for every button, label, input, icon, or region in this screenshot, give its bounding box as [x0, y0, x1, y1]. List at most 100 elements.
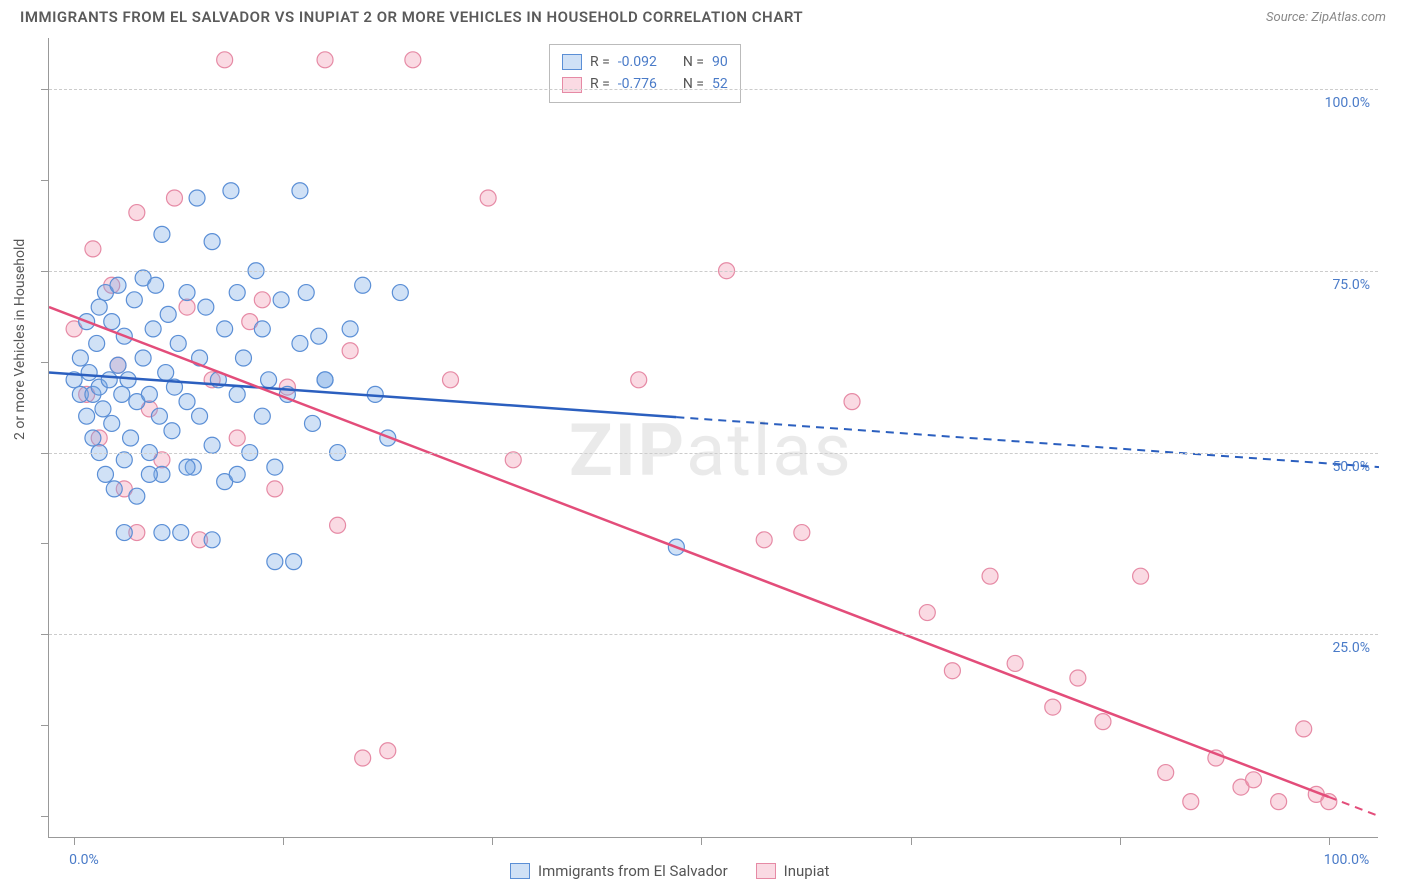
inupiat-point: [982, 568, 998, 584]
inupiat-point: [129, 205, 145, 221]
inupiat-point: [1158, 765, 1174, 781]
inupiat-point: [267, 481, 283, 497]
x-axis-label: 0.0%: [69, 852, 99, 868]
plot-area: ZIPatlas R =-0.092N =90R =-0.776N =52 25…: [48, 38, 1378, 838]
el_salvador-point: [101, 372, 117, 388]
el_salvador-point: [355, 277, 371, 293]
el_salvador-point: [223, 183, 239, 199]
el_salvador-point: [91, 299, 107, 315]
el_salvador-point: [85, 386, 101, 402]
inupiat-point: [192, 532, 208, 548]
el_salvador-point: [217, 474, 233, 490]
inupiat-point: [1233, 779, 1249, 795]
source-label: Source: ZipAtlas.com: [1266, 10, 1386, 25]
el_salvador-point: [311, 328, 327, 344]
el_salvador-point: [97, 285, 113, 301]
inupiat-point: [1321, 794, 1337, 810]
el_salvador-point: [173, 525, 189, 541]
el_salvador-point: [89, 335, 105, 351]
el_salvador-point: [380, 430, 396, 446]
el_salvador-point: [97, 466, 113, 482]
el_salvador-point: [145, 321, 161, 337]
el_salvador-point: [198, 299, 214, 315]
el_salvador-point: [229, 285, 245, 301]
inupiat-point: [79, 386, 95, 402]
y-axis-label: 25.0%: [1332, 640, 1370, 656]
el_salvador-point: [267, 554, 283, 570]
watermark: ZIPatlas: [569, 408, 853, 493]
plot-container: ZIPatlas R =-0.092N =90R =-0.776N =52 25…: [48, 38, 1378, 838]
el_salvador-point: [141, 386, 157, 402]
inupiat-point: [85, 241, 101, 257]
y-axis-label: 50.0%: [1332, 459, 1370, 475]
n-value: 90: [712, 51, 728, 73]
chart-svg: [49, 38, 1379, 838]
el_salvador-point: [668, 539, 684, 555]
el_salvador-point: [104, 314, 120, 330]
r-label: R =: [590, 51, 610, 73]
inupiat-point: [380, 743, 396, 759]
inupiat-point: [505, 452, 521, 468]
el_salvador-swatch: [562, 54, 582, 70]
el_salvador-point: [110, 277, 126, 293]
el_salvador-point: [79, 408, 95, 424]
inupiat-point: [631, 372, 647, 388]
el_salvador-point: [126, 292, 142, 308]
inupiat-point: [342, 343, 358, 359]
y-axis-title: 2 or more Vehicles in Household: [12, 239, 28, 440]
inupiat-point: [279, 379, 295, 395]
inupiat-regression-extrapolation: [1329, 797, 1379, 816]
x-axis-label: 100.0%: [1324, 852, 1369, 868]
gridline: [49, 453, 1378, 454]
inupiat-point: [1133, 568, 1149, 584]
inupiat-point: [794, 525, 810, 541]
el_salvador-point: [286, 554, 302, 570]
el_salvador-point: [129, 394, 145, 410]
inupiat-point: [355, 750, 371, 766]
el_salvador-point: [158, 365, 174, 381]
chart-title: IMMIGRANTS FROM EL SALVADOR VS INUPIAT 2…: [20, 8, 803, 26]
gridline: [49, 89, 1378, 90]
el_salvador-point: [342, 321, 358, 337]
el_salvador-point: [367, 386, 383, 402]
el_salvador-point: [317, 372, 333, 388]
inupiat-point: [204, 372, 220, 388]
inupiat-point: [110, 357, 126, 373]
el_salvador-point: [154, 525, 170, 541]
y-tick: [41, 271, 49, 272]
el_salvador-point: [317, 372, 333, 388]
watermark-bold: ZIP: [569, 408, 686, 493]
el_salvador-point: [170, 335, 186, 351]
n-label: N =: [683, 51, 704, 73]
el_salvador-point: [235, 350, 251, 366]
inupiat-point: [116, 481, 132, 497]
y-tick: [41, 89, 49, 90]
legend-item-el_salvador: Immigrants from El Salvador: [510, 862, 728, 880]
el_salvador-point: [141, 466, 157, 482]
el_salvador-point: [154, 226, 170, 242]
el_salvador-point: [217, 321, 233, 337]
el_salvador-point: [210, 372, 226, 388]
el_salvador-swatch: [510, 863, 530, 879]
inupiat-point: [443, 372, 459, 388]
inupiat-point: [254, 292, 270, 308]
inupiat-swatch: [756, 863, 776, 879]
el_salvador-regression-extrapolation: [676, 417, 1379, 467]
inupiat-point: [154, 452, 170, 468]
el_salvador-point: [179, 285, 195, 301]
el_salvador-point: [279, 386, 295, 402]
inupiat-point: [66, 321, 82, 337]
inupiat-swatch: [562, 77, 582, 93]
el_salvador-point: [106, 481, 122, 497]
el_salvador-point: [164, 423, 180, 439]
inupiat-point: [1045, 699, 1061, 715]
x-tick: [911, 837, 912, 845]
inupiat-point: [104, 277, 120, 293]
el_salvador-point: [91, 379, 107, 395]
inupiat-point: [330, 517, 346, 533]
legend-series: Immigrants from El SalvadorInupiat: [510, 862, 829, 880]
inupiat-point: [756, 532, 772, 548]
inupiat-point: [1070, 670, 1086, 686]
el_salvador-point: [292, 335, 308, 351]
inupiat-point: [844, 394, 860, 410]
